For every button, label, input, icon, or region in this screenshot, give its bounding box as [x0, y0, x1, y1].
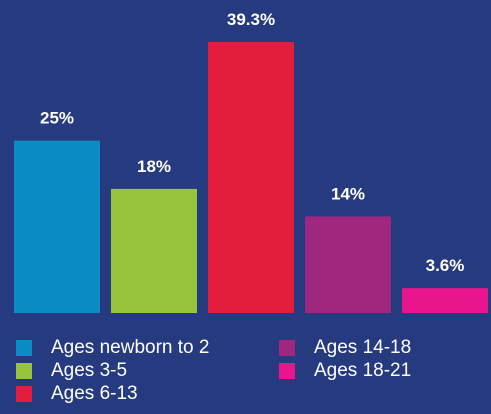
legend-label: Ages newborn to 2: [51, 337, 210, 358]
bar-5: [402, 288, 488, 313]
legend-item-4: Ages 14-18: [279, 336, 411, 360]
legend-swatch: [16, 386, 32, 402]
legend-item-1: Ages newborn to 2: [16, 336, 209, 360]
data-label-3: 39.3%: [227, 10, 275, 29]
bar-chart: 25% 18% 39.3% 14% 3.6%: [14, 10, 488, 313]
legend-swatch: [279, 363, 295, 379]
legend-swatch: [279, 340, 295, 356]
legend-label: Ages 6-13: [51, 383, 138, 404]
legend-label: Ages 3-5: [51, 360, 128, 381]
legend-label: Ages 18-21: [314, 360, 412, 381]
bar-2: [111, 188, 197, 313]
data-label-1: 25%: [40, 109, 74, 128]
bar-3: [208, 42, 294, 313]
bar-1: [14, 140, 100, 313]
data-label-4: 14%: [331, 184, 365, 203]
data-label-5: 3.6%: [426, 256, 465, 275]
legend-swatch: [16, 363, 32, 379]
bar-4: [305, 216, 391, 313]
legend-item-5: Ages 18-21: [279, 359, 411, 383]
legend-item-3: Ages 6-13: [16, 382, 138, 406]
legend-swatch: [16, 340, 32, 356]
legend: Ages newborn to 2 Ages 3-5 Ages 6-13 Ages 1…: [0, 334, 491, 414]
legend-item-2: Ages 3-5: [16, 359, 127, 383]
data-label-2: 18%: [137, 157, 171, 176]
legend-label: Ages 14-18: [314, 337, 412, 358]
